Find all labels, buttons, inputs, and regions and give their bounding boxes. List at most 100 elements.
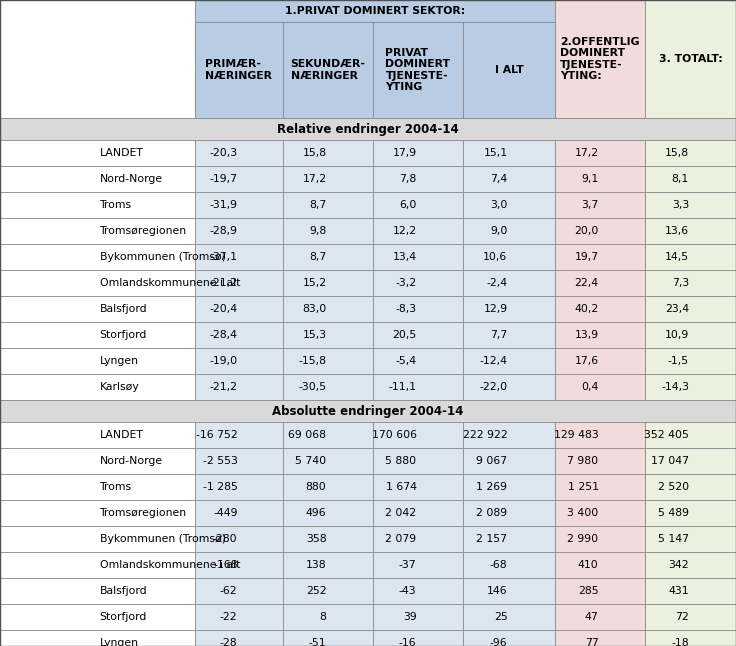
Text: SEKUNDÆR-
NÆRINGER: SEKUNDÆR- NÆRINGER [291, 59, 366, 81]
Bar [555, 348, 645, 374]
Bar [555, 474, 645, 500]
Bar [645, 270, 736, 296]
Bar [373, 448, 463, 474]
Bar [283, 322, 373, 348]
Text: -449: -449 [213, 508, 238, 518]
Text: -37,1: -37,1 [210, 252, 238, 262]
Bar [0, 140, 195, 166]
Text: -28,4: -28,4 [210, 330, 238, 340]
Text: -15,8: -15,8 [299, 356, 327, 366]
Text: 9,1: 9,1 [581, 174, 598, 184]
Text: 170 606: 170 606 [372, 430, 417, 440]
Text: 40,2: 40,2 [574, 304, 598, 314]
Text: Absolutte endringer 2004-14: Absolutte endringer 2004-14 [272, 404, 464, 417]
Bar [555, 448, 645, 474]
Text: 19,7: 19,7 [574, 252, 598, 262]
Bar [195, 166, 283, 192]
Text: Storfjord: Storfjord [99, 330, 147, 340]
Bar [283, 474, 373, 500]
Bar [195, 192, 283, 218]
Bar [0, 244, 195, 270]
Bar [555, 218, 645, 244]
Bar [645, 140, 736, 166]
Text: -280: -280 [213, 534, 238, 544]
Bar [463, 552, 555, 578]
Text: 14,5: 14,5 [665, 252, 689, 262]
Text: PRIMÆR-
NÆRINGER: PRIMÆR- NÆRINGER [205, 59, 272, 81]
Text: 17,9: 17,9 [392, 148, 417, 158]
Bar [463, 140, 555, 166]
Text: 222 922: 222 922 [463, 430, 508, 440]
Text: Omlandskommunene i alt: Omlandskommunene i alt [99, 560, 240, 570]
Bar [373, 192, 463, 218]
Text: 3,3: 3,3 [672, 200, 689, 210]
Bar [373, 296, 463, 322]
Text: -5,4: -5,4 [395, 356, 417, 366]
Text: -28,9: -28,9 [210, 226, 238, 236]
Bar [645, 552, 736, 578]
Bar [195, 296, 283, 322]
Text: 1 269: 1 269 [476, 482, 508, 492]
Text: 25: 25 [494, 612, 508, 622]
Bar [283, 244, 373, 270]
Text: 129 483: 129 483 [553, 430, 598, 440]
Bar [0, 270, 195, 296]
Text: -1,5: -1,5 [668, 356, 689, 366]
Bar [283, 192, 373, 218]
Text: -20,3: -20,3 [209, 148, 238, 158]
Text: -14,3: -14,3 [661, 382, 689, 392]
Bar [373, 578, 463, 604]
Text: Nord-Norge: Nord-Norge [99, 456, 163, 466]
Text: -28: -28 [220, 638, 238, 646]
Text: 12,9: 12,9 [484, 304, 508, 314]
Bar [195, 448, 283, 474]
Bar [373, 604, 463, 630]
Bar [555, 578, 645, 604]
Bar [555, 552, 645, 578]
Bar [283, 22, 373, 118]
Bar [283, 422, 373, 448]
Text: 15,3: 15,3 [302, 330, 327, 340]
Bar [373, 474, 463, 500]
Bar [645, 322, 736, 348]
Text: -62: -62 [220, 586, 238, 596]
Text: 17 047: 17 047 [651, 456, 689, 466]
Text: 5 880: 5 880 [386, 456, 417, 466]
Bar [463, 500, 555, 526]
Text: 2 157: 2 157 [476, 534, 508, 544]
Bar [645, 526, 736, 552]
Bar [195, 578, 283, 604]
Text: 15,1: 15,1 [484, 148, 508, 158]
Text: -37: -37 [399, 560, 417, 570]
Text: Storfjord: Storfjord [99, 612, 147, 622]
Text: LANDET: LANDET [99, 148, 144, 158]
Bar [195, 374, 283, 400]
Text: 72: 72 [675, 612, 689, 622]
Bar [373, 348, 463, 374]
Bar [0, 322, 195, 348]
Bar [463, 422, 555, 448]
Text: -21,2: -21,2 [210, 278, 238, 288]
Bar [373, 270, 463, 296]
Bar [195, 474, 283, 500]
Text: 5 740: 5 740 [295, 456, 327, 466]
Bar [555, 166, 645, 192]
Text: 2 520: 2 520 [658, 482, 689, 492]
Bar [0, 400, 736, 422]
Text: 9,0: 9,0 [490, 226, 508, 236]
Text: -22: -22 [220, 612, 238, 622]
Text: 15,8: 15,8 [665, 148, 689, 158]
Bar [555, 140, 645, 166]
Text: -168: -168 [213, 560, 238, 570]
Bar [283, 500, 373, 526]
Bar [555, 374, 645, 400]
Text: 138: 138 [306, 560, 327, 570]
Bar [0, 218, 195, 244]
Text: 1.PRIVAT DOMINERT SEKTOR:: 1.PRIVAT DOMINERT SEKTOR: [285, 6, 465, 16]
Bar [283, 140, 373, 166]
Text: 352 405: 352 405 [644, 430, 689, 440]
Text: 496: 496 [306, 508, 327, 518]
Bar [555, 270, 645, 296]
Bar [645, 578, 736, 604]
Text: 252: 252 [306, 586, 327, 596]
